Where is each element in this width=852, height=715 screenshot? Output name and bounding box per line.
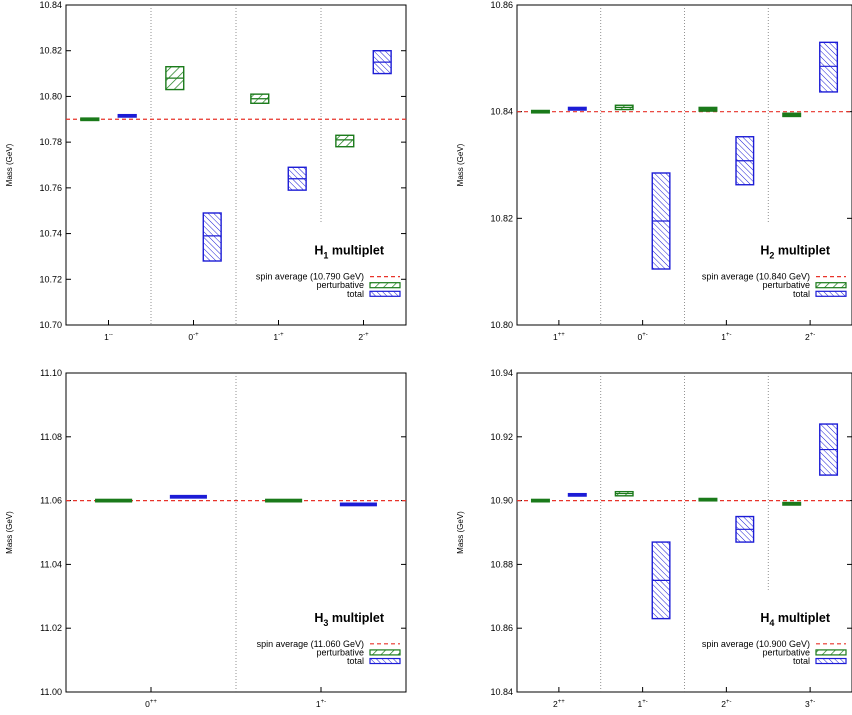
legend-label: perturbative xyxy=(316,647,364,657)
chart-panel: 10.70 10.72 10.74 10.76 10.78 10.80 10.82 10.84… xyxy=(5,0,407,342)
x-tick-label: 3+- xyxy=(805,699,815,709)
perturbative-box xyxy=(782,112,802,118)
chart-panel: 10.80 10.82 10.84 10.86 Mass (GeV) 1++ 0+- 1+- 2… xyxy=(456,0,852,342)
y-tick-label: 10.94 xyxy=(490,368,513,378)
y-tick-label: 10.84 xyxy=(39,0,62,10)
panel-title: H1 multiplet xyxy=(314,244,384,261)
perturbative-box xyxy=(80,117,100,122)
y-tick-label: 11.06 xyxy=(40,496,62,506)
total-box xyxy=(567,106,587,111)
panel-title: H4 multiplet xyxy=(760,611,830,628)
panel-title: H3 multiplet xyxy=(314,611,384,628)
perturbative-box xyxy=(698,497,718,502)
legend-label: spin average (10.790 GeV) xyxy=(256,272,364,282)
legend-total-swatch xyxy=(369,657,401,665)
legend-perturbative-swatch xyxy=(815,649,847,656)
y-tick-label: 10.90 xyxy=(490,496,513,506)
y-tick-label: 10.74 xyxy=(39,229,62,239)
y-axis-label: Mass (GeV) xyxy=(5,143,14,186)
y-tick-label: 10.84 xyxy=(490,687,513,697)
total-box xyxy=(202,212,222,262)
y-axis-label: Mass (GeV) xyxy=(456,143,465,186)
x-tick-label: 1+- xyxy=(721,332,731,342)
y-tick-label: 10.80 xyxy=(39,91,62,101)
y-tick-label: 11.00 xyxy=(40,687,62,697)
perturbative-box xyxy=(698,106,718,112)
x-tick-label: 0+- xyxy=(638,332,648,342)
y-tick-label: 11.02 xyxy=(40,623,62,633)
x-tick-label: 1-+ xyxy=(273,332,284,342)
y-tick-label: 10.82 xyxy=(39,46,62,56)
total-box xyxy=(169,494,207,499)
y-tick-label: 11.10 xyxy=(40,368,62,378)
legend-label: perturbative xyxy=(762,647,810,657)
y-tick-label: 10.88 xyxy=(490,559,513,569)
x-tick-label: 1++ xyxy=(553,332,565,342)
legend-label: spin average (11.060 GeV) xyxy=(257,639,364,649)
y-tick-label: 10.78 xyxy=(39,137,62,147)
legend-label: total xyxy=(347,289,364,299)
y-tick-label: 11.04 xyxy=(40,559,62,569)
legend-label: spin average (10.900 GeV) xyxy=(702,639,810,649)
y-axis-label: Mass (GeV) xyxy=(5,511,14,554)
y-tick-label: 10.86 xyxy=(490,623,513,633)
x-tick-label: 1+- xyxy=(316,699,326,709)
y-tick-label: 10.82 xyxy=(490,213,513,223)
perturbative-box xyxy=(95,498,133,503)
legend-total-swatch xyxy=(815,657,847,665)
perturbative-box xyxy=(530,109,550,114)
legend-label: total xyxy=(793,656,810,666)
x-tick-label: 0-+ xyxy=(188,332,199,342)
y-tick-label: 10.72 xyxy=(39,274,62,284)
y-tick-label: 10.76 xyxy=(39,183,62,193)
panel-title: H2 multiplet xyxy=(760,244,830,261)
y-tick-label: 10.80 xyxy=(490,320,513,330)
perturbative-box xyxy=(265,498,303,503)
x-tick-label: 1+- xyxy=(638,699,648,709)
y-tick-label: 11.08 xyxy=(40,432,62,442)
legend-total-swatch xyxy=(369,290,401,297)
total-box xyxy=(819,41,839,93)
total-box xyxy=(339,502,377,507)
y-tick-label: 10.92 xyxy=(490,432,513,442)
x-tick-label: 2+- xyxy=(721,699,731,709)
perturbative-box xyxy=(530,498,550,503)
legend-label: spin average (10.840 GeV) xyxy=(702,272,810,282)
y-tick-label: 10.86 xyxy=(490,0,513,10)
x-tick-label: 2+- xyxy=(805,332,815,342)
total-box xyxy=(117,113,137,118)
legend-perturbative-swatch xyxy=(815,282,847,289)
legend-perturbative-swatch xyxy=(369,282,401,289)
chart-panel: 10.84 10.86 10.88 10.90 10.92 10.94 Mass (GeV)… xyxy=(456,368,852,709)
y-tick-label: 10.70 xyxy=(39,320,62,330)
x-tick-label: 1-- xyxy=(104,332,113,342)
legend-label: total xyxy=(793,289,810,299)
y-tick-label: 10.84 xyxy=(490,107,513,117)
x-tick-label: 2-+ xyxy=(358,332,369,342)
legend-label: total xyxy=(347,656,364,666)
perturbative-box xyxy=(335,134,355,148)
chart-panel: 11.00 11.02 11.04 11.06 11.08 11.10 Mass (GeV)… xyxy=(5,368,407,709)
legend-total-swatch xyxy=(815,290,847,297)
total-box xyxy=(567,492,587,497)
x-tick-label: 0++ xyxy=(145,699,157,709)
legend-label: perturbative xyxy=(762,280,810,290)
legend-perturbative-swatch xyxy=(369,649,401,656)
legend-label: perturbative xyxy=(316,280,364,290)
x-tick-label: 2++ xyxy=(553,699,565,709)
y-axis-label: Mass (GeV) xyxy=(456,511,465,554)
perturbative-box xyxy=(782,501,802,506)
